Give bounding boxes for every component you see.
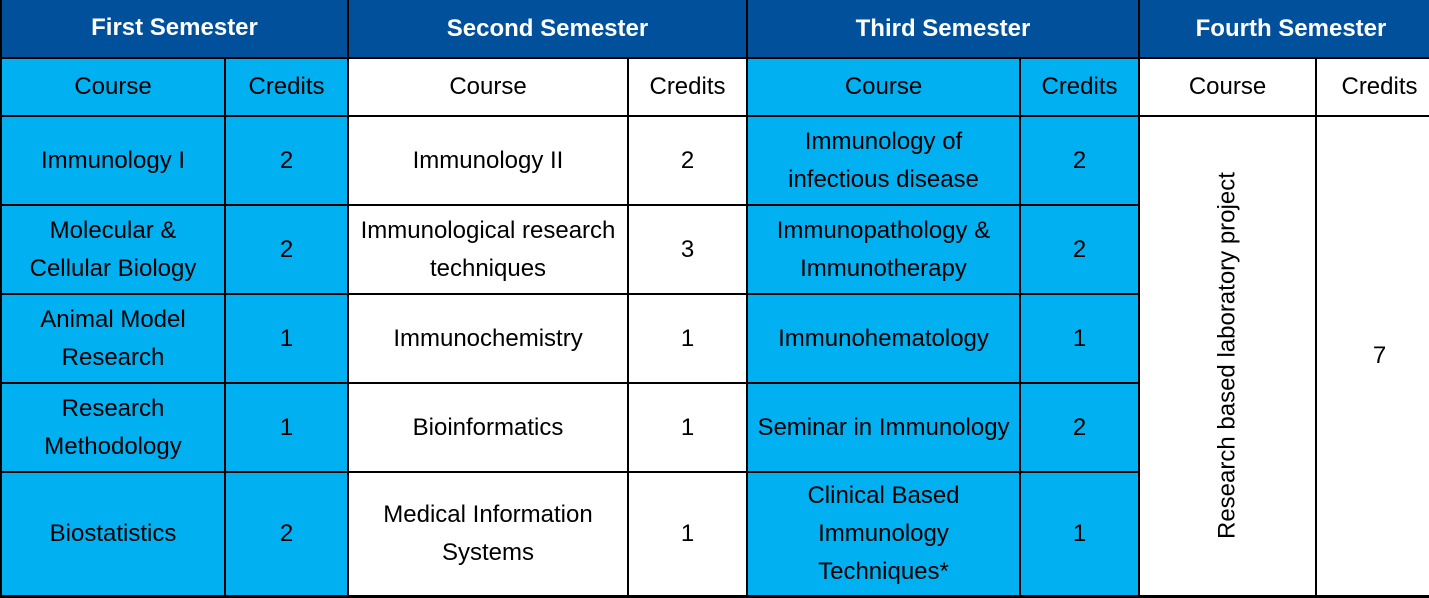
course-cell: Medical Information Systems (349, 473, 627, 595)
course-cell: Biostatistics (2, 473, 224, 595)
column-header-credits: Credits (629, 59, 746, 115)
credits-cell: 2 (1021, 117, 1138, 204)
column-header-course: Course (1140, 59, 1315, 115)
credits-cell: 1 (629, 295, 746, 382)
course-cell: Bioinformatics (349, 384, 627, 471)
credits-cell: 2 (226, 206, 347, 293)
credits-cell: 1 (629, 384, 746, 471)
course-cell: Immunology I (2, 117, 224, 204)
course-cell: Immunohematology (748, 295, 1019, 382)
column-header-credits: Credits (226, 59, 347, 115)
column-header-course: Course (349, 59, 627, 115)
semester-header-fourth: Fourth Semester (1140, 0, 1429, 57)
course-cell: Molecular & Cellular Biology (2, 206, 224, 293)
fourth-semester-credits: 7 (1317, 117, 1429, 595)
credits-cell: 1 (1021, 295, 1138, 382)
column-header-credits: Credits (1317, 59, 1429, 115)
course-cell: Clinical Based Immunology Techniques* (748, 473, 1019, 595)
column-header-credits: Credits (1021, 59, 1138, 115)
course-cell: Immunochemistry (349, 295, 627, 382)
credits-cell: 2 (1021, 384, 1138, 471)
semester-header-first: First Semester (2, 0, 347, 57)
semester-header-second: Second Semester (349, 0, 746, 57)
credits-cell: 1 (1021, 473, 1138, 595)
credits-cell: 2 (629, 117, 746, 204)
credits-cell: 3 (629, 206, 746, 293)
credits-cell: 2 (1021, 206, 1138, 293)
credits-cell: 1 (226, 295, 347, 382)
course-cell: Immunology of infectious disease (748, 117, 1019, 204)
course-cell: Seminar in Immunology (748, 384, 1019, 471)
column-header-course: Course (748, 59, 1019, 115)
credits-cell: 2 (226, 473, 347, 595)
course-cell: Immunological research techniques (349, 206, 627, 293)
course-cell: Immunopathology & Immunotherapy (748, 206, 1019, 293)
semester-header-third: Third Semester (748, 0, 1138, 57)
column-header-course: Course (2, 59, 224, 115)
course-cell: Animal Model Research (2, 295, 224, 382)
credits-cell: 1 (629, 473, 746, 595)
fourth-semester-course: Research based laboratory project (1140, 117, 1315, 595)
credits-cell: 1 (226, 384, 347, 471)
course-cell: Immunology II (349, 117, 627, 204)
course-cell: Research Methodology (2, 384, 224, 471)
credits-cell: 2 (226, 117, 347, 204)
